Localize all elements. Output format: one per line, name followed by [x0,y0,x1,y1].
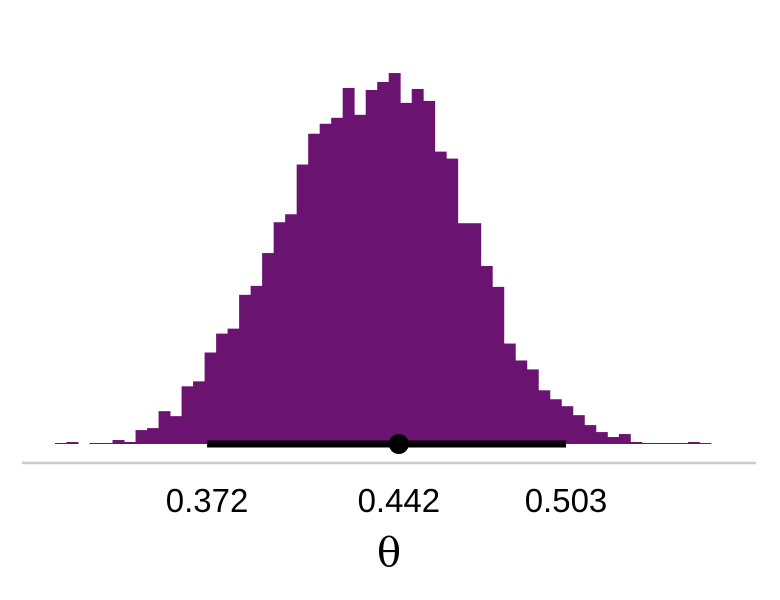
histogram-bar [204,352,217,444]
histogram-bar [124,442,136,444]
histogram-bar [354,114,367,444]
histogram-bar [285,214,298,444]
histogram-bar [584,425,597,444]
histogram-bar [135,430,148,444]
histogram-bar [147,428,159,444]
histogram-bar [101,443,113,444]
point-estimate-dot [388,434,409,454]
histogram-bar [687,442,700,444]
histogram-bar [296,164,309,445]
histogram-bar [227,328,240,444]
histogram-bar [561,406,574,444]
histogram-bar [342,87,355,444]
histogram-bar [664,443,677,444]
histogram-bar [55,443,67,444]
histogram-bar [216,333,229,444]
histogram-bar [365,89,378,445]
x-tick-label: 0.372 [166,482,249,519]
histogram-bar [181,386,194,444]
x-tick-label: 0.442 [358,482,441,519]
histogram-bars [55,73,712,445]
histogram-bar [239,294,252,444]
histogram-bar [572,415,585,444]
histogram-bar [66,442,79,444]
histogram-bar [112,440,125,444]
histogram-bar [308,133,321,444]
histogram-bar [262,253,275,444]
histogram-bar [595,432,608,444]
histogram-bar [377,82,390,444]
x-tick-label: 0.503 [525,482,608,519]
histogram-bar [273,222,286,444]
histogram-bar [158,411,171,444]
histogram-bar [503,343,516,444]
histogram-bar [446,158,459,444]
histogram-bar [538,390,551,444]
histogram-bar [653,443,666,444]
histogram-bar [400,102,413,444]
histogram-bar [526,369,539,444]
histogram-bar [331,117,344,445]
histogram-bar [193,381,205,444]
histogram-bar [457,223,470,444]
histogram-bar [607,437,620,444]
credible-interval [207,434,567,454]
x-axis-ticks: 0.372 0.442 0.503 [166,482,608,519]
histogram-bar [699,443,712,444]
histogram-bar [434,151,447,444]
histogram-bar [388,73,401,445]
histogram-bar [411,88,424,445]
histogram-bar [630,442,643,444]
histogram-bar [89,443,102,444]
histogram-bar [515,360,528,444]
histogram-bar [423,100,436,445]
histogram-bar [250,285,263,444]
x-axis-title: θ [377,530,401,576]
histogram-bar [492,286,505,444]
histogram-bar [170,416,182,444]
histogram-bar [549,399,562,444]
histogram-bar [641,443,654,444]
histogram-bar [480,265,493,444]
histogram-bar [319,123,332,445]
histogram-bar [618,434,631,444]
histogram-bar [676,443,689,444]
histogram-bar [469,223,482,444]
